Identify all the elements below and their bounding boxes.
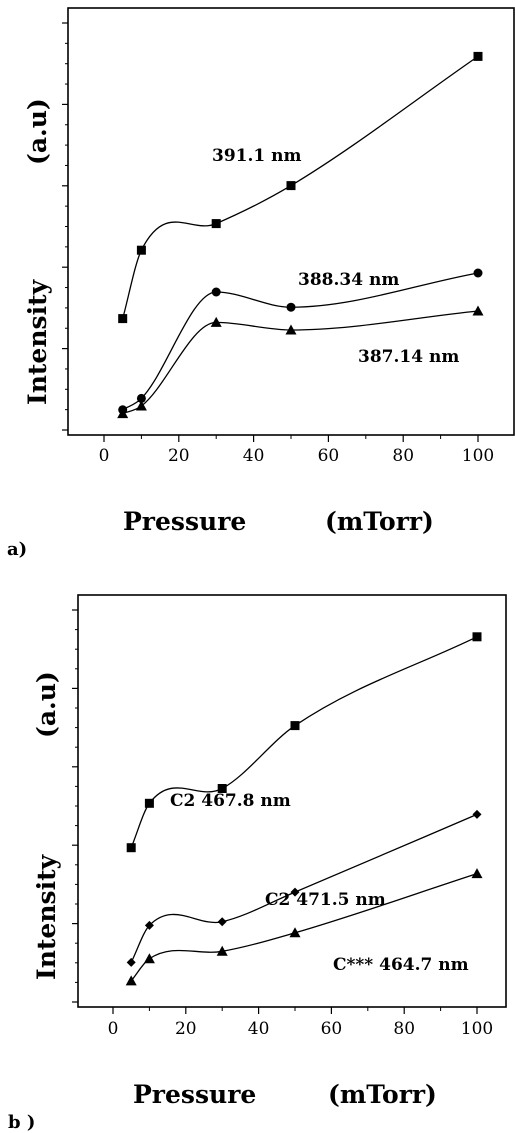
data-point-square — [286, 181, 296, 191]
series-label-c-464: C*** 464.7 nm — [333, 955, 469, 975]
data-point-diamond — [290, 887, 300, 897]
x-tick-label: 20 — [168, 446, 190, 466]
x-axis-unit-b: (mTorr) — [328, 1080, 437, 1109]
y-axis-unit-a: (a.u) — [23, 98, 52, 165]
x-tick-label: 0 — [108, 1019, 119, 1039]
series-line — [130, 813, 478, 963]
data-point-circle — [473, 268, 483, 278]
data-point-triangle — [289, 927, 301, 938]
series-label-387: 387.14 nm — [358, 347, 459, 367]
x-tick-label: 20 — [175, 1019, 197, 1039]
data-point-circle — [286, 302, 296, 312]
y-axis-label-a: Intensity — [23, 278, 52, 405]
data-markers-a — [117, 51, 484, 419]
x-tick-label: 40 — [243, 446, 265, 466]
data-point-square — [144, 798, 154, 808]
y-axis-label-b: Intensity — [32, 853, 61, 980]
data-point-square — [473, 51, 483, 61]
x-tick-label: 100 — [461, 1019, 493, 1039]
data-point-square — [472, 632, 482, 642]
plot-frame-a — [67, 7, 515, 436]
data-point-triangle — [125, 975, 137, 986]
panel-label-b: b ) — [8, 1112, 35, 1133]
data-markers-b — [125, 632, 483, 986]
data-point-diamond — [217, 917, 227, 927]
data-point-circle — [136, 393, 146, 403]
data-point-triangle — [135, 400, 147, 411]
x-tick-label: 80 — [392, 446, 414, 466]
x-tick-label: 100 — [462, 446, 494, 466]
x-tick-labels-a: 0 20 40 60 80 100 — [99, 446, 495, 466]
data-point-square — [290, 721, 300, 731]
data-point-triangle — [472, 305, 484, 316]
x-tick-label: 60 — [318, 446, 340, 466]
data-point-square — [118, 314, 128, 324]
x-tick-labels-b: 0 20 40 60 80 100 — [108, 1019, 494, 1039]
data-point-triangle — [471, 868, 483, 879]
data-point-diamond — [126, 957, 136, 967]
data-point-square — [211, 219, 221, 229]
data-point-triangle — [117, 408, 129, 419]
data-point-triangle — [143, 953, 155, 964]
series-label-c2-467: C2 467.8 nm — [170, 791, 291, 811]
panel-label-a: a) — [7, 539, 27, 560]
plot-frame-b — [77, 594, 507, 1008]
data-point-square — [217, 784, 227, 793]
series-label-c2-471: C2 471.5 nm — [265, 890, 386, 910]
series-line — [130, 636, 478, 848]
data-point-circle — [211, 287, 221, 297]
x-axis-label-b: Pressure — [133, 1080, 256, 1109]
axis-ticks-b — [72, 609, 478, 1014]
x-axis-unit-a: (mTorr) — [325, 507, 434, 536]
data-point-diamond — [472, 809, 482, 819]
data-point-triangle — [285, 324, 297, 335]
series-line — [122, 272, 479, 411]
data-point-square — [136, 245, 146, 255]
x-tick-label: 80 — [393, 1019, 415, 1039]
data-point-triangle — [216, 945, 228, 956]
data-point-square — [126, 843, 136, 853]
x-tick-label: 0 — [99, 446, 110, 466]
axis-ticks-a — [62, 22, 479, 442]
data-point-triangle — [210, 316, 222, 327]
chart-panel-a: 0 20 40 60 80 100 391.1 nm 388.34 nm 387.14 n… — [7, 7, 515, 560]
x-tick-label: 40 — [248, 1019, 270, 1039]
series-label-391: 391.1 nm — [212, 146, 302, 166]
data-point-diamond — [144, 920, 154, 930]
x-axis-label-a: Pressure — [123, 507, 246, 536]
chart-panel-b: 0 20 40 60 80 100 C2 467.8 nm C2 471.5 nm C**… — [8, 594, 507, 1133]
x-tick-label: 60 — [321, 1019, 343, 1039]
series-label-388: 388.34 nm — [298, 270, 399, 290]
y-axis-unit-b: (a.u) — [32, 671, 61, 738]
